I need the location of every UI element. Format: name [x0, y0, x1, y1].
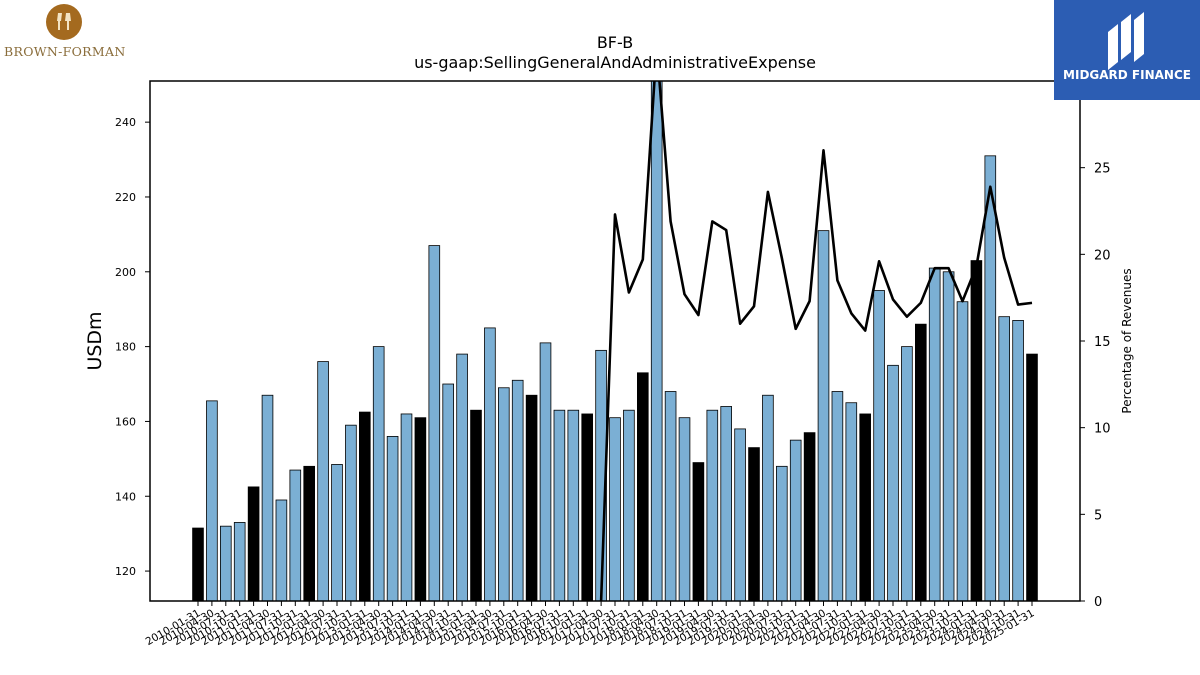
bar-2015-01-31 [470, 409, 482, 601]
y2-tick-label: 0 [1094, 595, 1102, 610]
bar-2012-07-31 [331, 464, 343, 601]
bar-2010-10-31 [233, 522, 246, 601]
brown-forman-logo: BROWN-FORMAN [4, 4, 126, 64]
brown-forman-emblem-icon [46, 4, 82, 40]
y2-tick-label: 25 [1094, 162, 1111, 177]
y2-tick-label: 15 [1094, 335, 1111, 350]
y-tick-label: 140 [115, 490, 136, 503]
bar-2020-01-31 [748, 447, 760, 601]
midgard-finance-logo-text: MIDGARD FINANCE [1063, 68, 1191, 82]
bar-2023-07-31 [942, 271, 955, 601]
bar-2014-04-30 [428, 245, 441, 601]
bar-2023-10-31 [956, 301, 969, 601]
bar-2013-01-31 [358, 411, 371, 601]
y2-tick-label: 20 [1094, 248, 1111, 263]
bar-2016-10-31 [567, 409, 580, 601]
bar-2019-10-31 [734, 428, 746, 601]
bar-2024-04-30 [984, 155, 997, 601]
bar-2017-07-31 [609, 417, 621, 601]
bar-2023-01-31 [915, 323, 927, 601]
bar-2019-07-31 [720, 406, 732, 601]
y-tick-label: 240 [115, 116, 136, 129]
bar-2018-07-31 [664, 391, 677, 601]
bar-2012-10-31 [345, 424, 357, 601]
y2-tick-label: 10 [1094, 422, 1111, 437]
bar-2022-01-31 [859, 413, 871, 601]
bar-2025-01-31 [1026, 353, 1038, 601]
chart-title: BF-B [597, 33, 633, 52]
pct-revenue-line [599, 81, 1033, 601]
bar-2012-01-31 [303, 465, 315, 601]
bar-2020-07-31 [776, 465, 788, 601]
bar-2014-01-31 [414, 417, 427, 601]
chart-subtitle: us-gaap:SellingGeneralAndAdministrativeE… [414, 53, 816, 72]
bar-2015-10-31 [511, 379, 524, 601]
y-tick-label: 120 [115, 565, 136, 578]
bar-2011-10-31 [289, 469, 302, 601]
bar-2018-01-31 [637, 372, 649, 601]
y2-axis: 051015202530 [1080, 75, 1111, 610]
bar-2018-10-31 [678, 417, 691, 601]
bar-2012-04-30 [317, 361, 329, 601]
y2-axis-label: Percentage of Revenues [1120, 268, 1134, 413]
bar-2013-07-31 [386, 435, 399, 601]
bar-2015-07-31 [497, 387, 510, 601]
bar-2023-04-30 [928, 267, 941, 601]
bar-2013-04-30 [372, 346, 385, 601]
bar-2024-10-31 [1012, 320, 1024, 601]
bar-2022-04-30 [873, 290, 885, 601]
midgard-finance-logo: MIDGARD FINANCE [1054, 0, 1200, 100]
y-axis: 120 140 160 180 200 220 240 [115, 116, 150, 578]
bar-2010-07-31 [219, 525, 232, 601]
bar-2018-04-30 [650, 81, 663, 601]
y-tick-label: 220 [115, 191, 136, 204]
midgard-emblem-icon [1108, 12, 1144, 70]
bar-2024-01-31 [970, 260, 983, 601]
y-tick-label: 200 [115, 266, 136, 279]
bar-2020-04-30 [762, 394, 774, 601]
x-axis: 2010-01-312010-04-302010-07-312010-10-31… [144, 601, 1037, 648]
y-axis-label: USDm [84, 311, 106, 370]
bar-2021-01-31 [803, 432, 816, 601]
bar-2015-04-30 [484, 327, 496, 601]
y-tick-label: 180 [115, 341, 136, 354]
bar-2016-04-30 [539, 342, 552, 601]
bar-2019-04-30 [706, 409, 719, 601]
bar-2010-04-30 [206, 400, 218, 601]
bar-2014-10-31 [456, 353, 468, 601]
bar-group [192, 81, 1038, 601]
bar-2016-01-31 [525, 394, 538, 601]
bar-2022-10-31 [901, 346, 913, 601]
bar-2017-10-31 [623, 409, 635, 601]
bar-2021-07-31 [831, 391, 844, 601]
bar-2013-10-31 [400, 413, 413, 601]
bar-2011-07-31 [275, 499, 288, 601]
bar-2020-10-31 [789, 439, 802, 601]
bar-2021-04-30 [817, 230, 830, 601]
bar-2021-10-31 [845, 402, 858, 601]
brown-forman-logo-text: BROWN-FORMAN [4, 44, 126, 59]
bar-2016-07-31 [553, 409, 566, 601]
bar-2011-01-31 [247, 486, 260, 601]
bar-2019-01-31 [692, 462, 705, 601]
bar-2017-01-31 [581, 413, 593, 601]
bar-2024-07-31 [998, 316, 1010, 601]
bar-2022-07-31 [887, 364, 899, 601]
y2-tick-label: 5 [1094, 508, 1102, 523]
bar-2010-01-31 [192, 527, 204, 601]
line-group [599, 81, 1033, 601]
bar-2011-04-30 [261, 394, 274, 601]
bar-2014-07-31 [442, 383, 454, 601]
y-tick-label: 160 [115, 415, 136, 428]
